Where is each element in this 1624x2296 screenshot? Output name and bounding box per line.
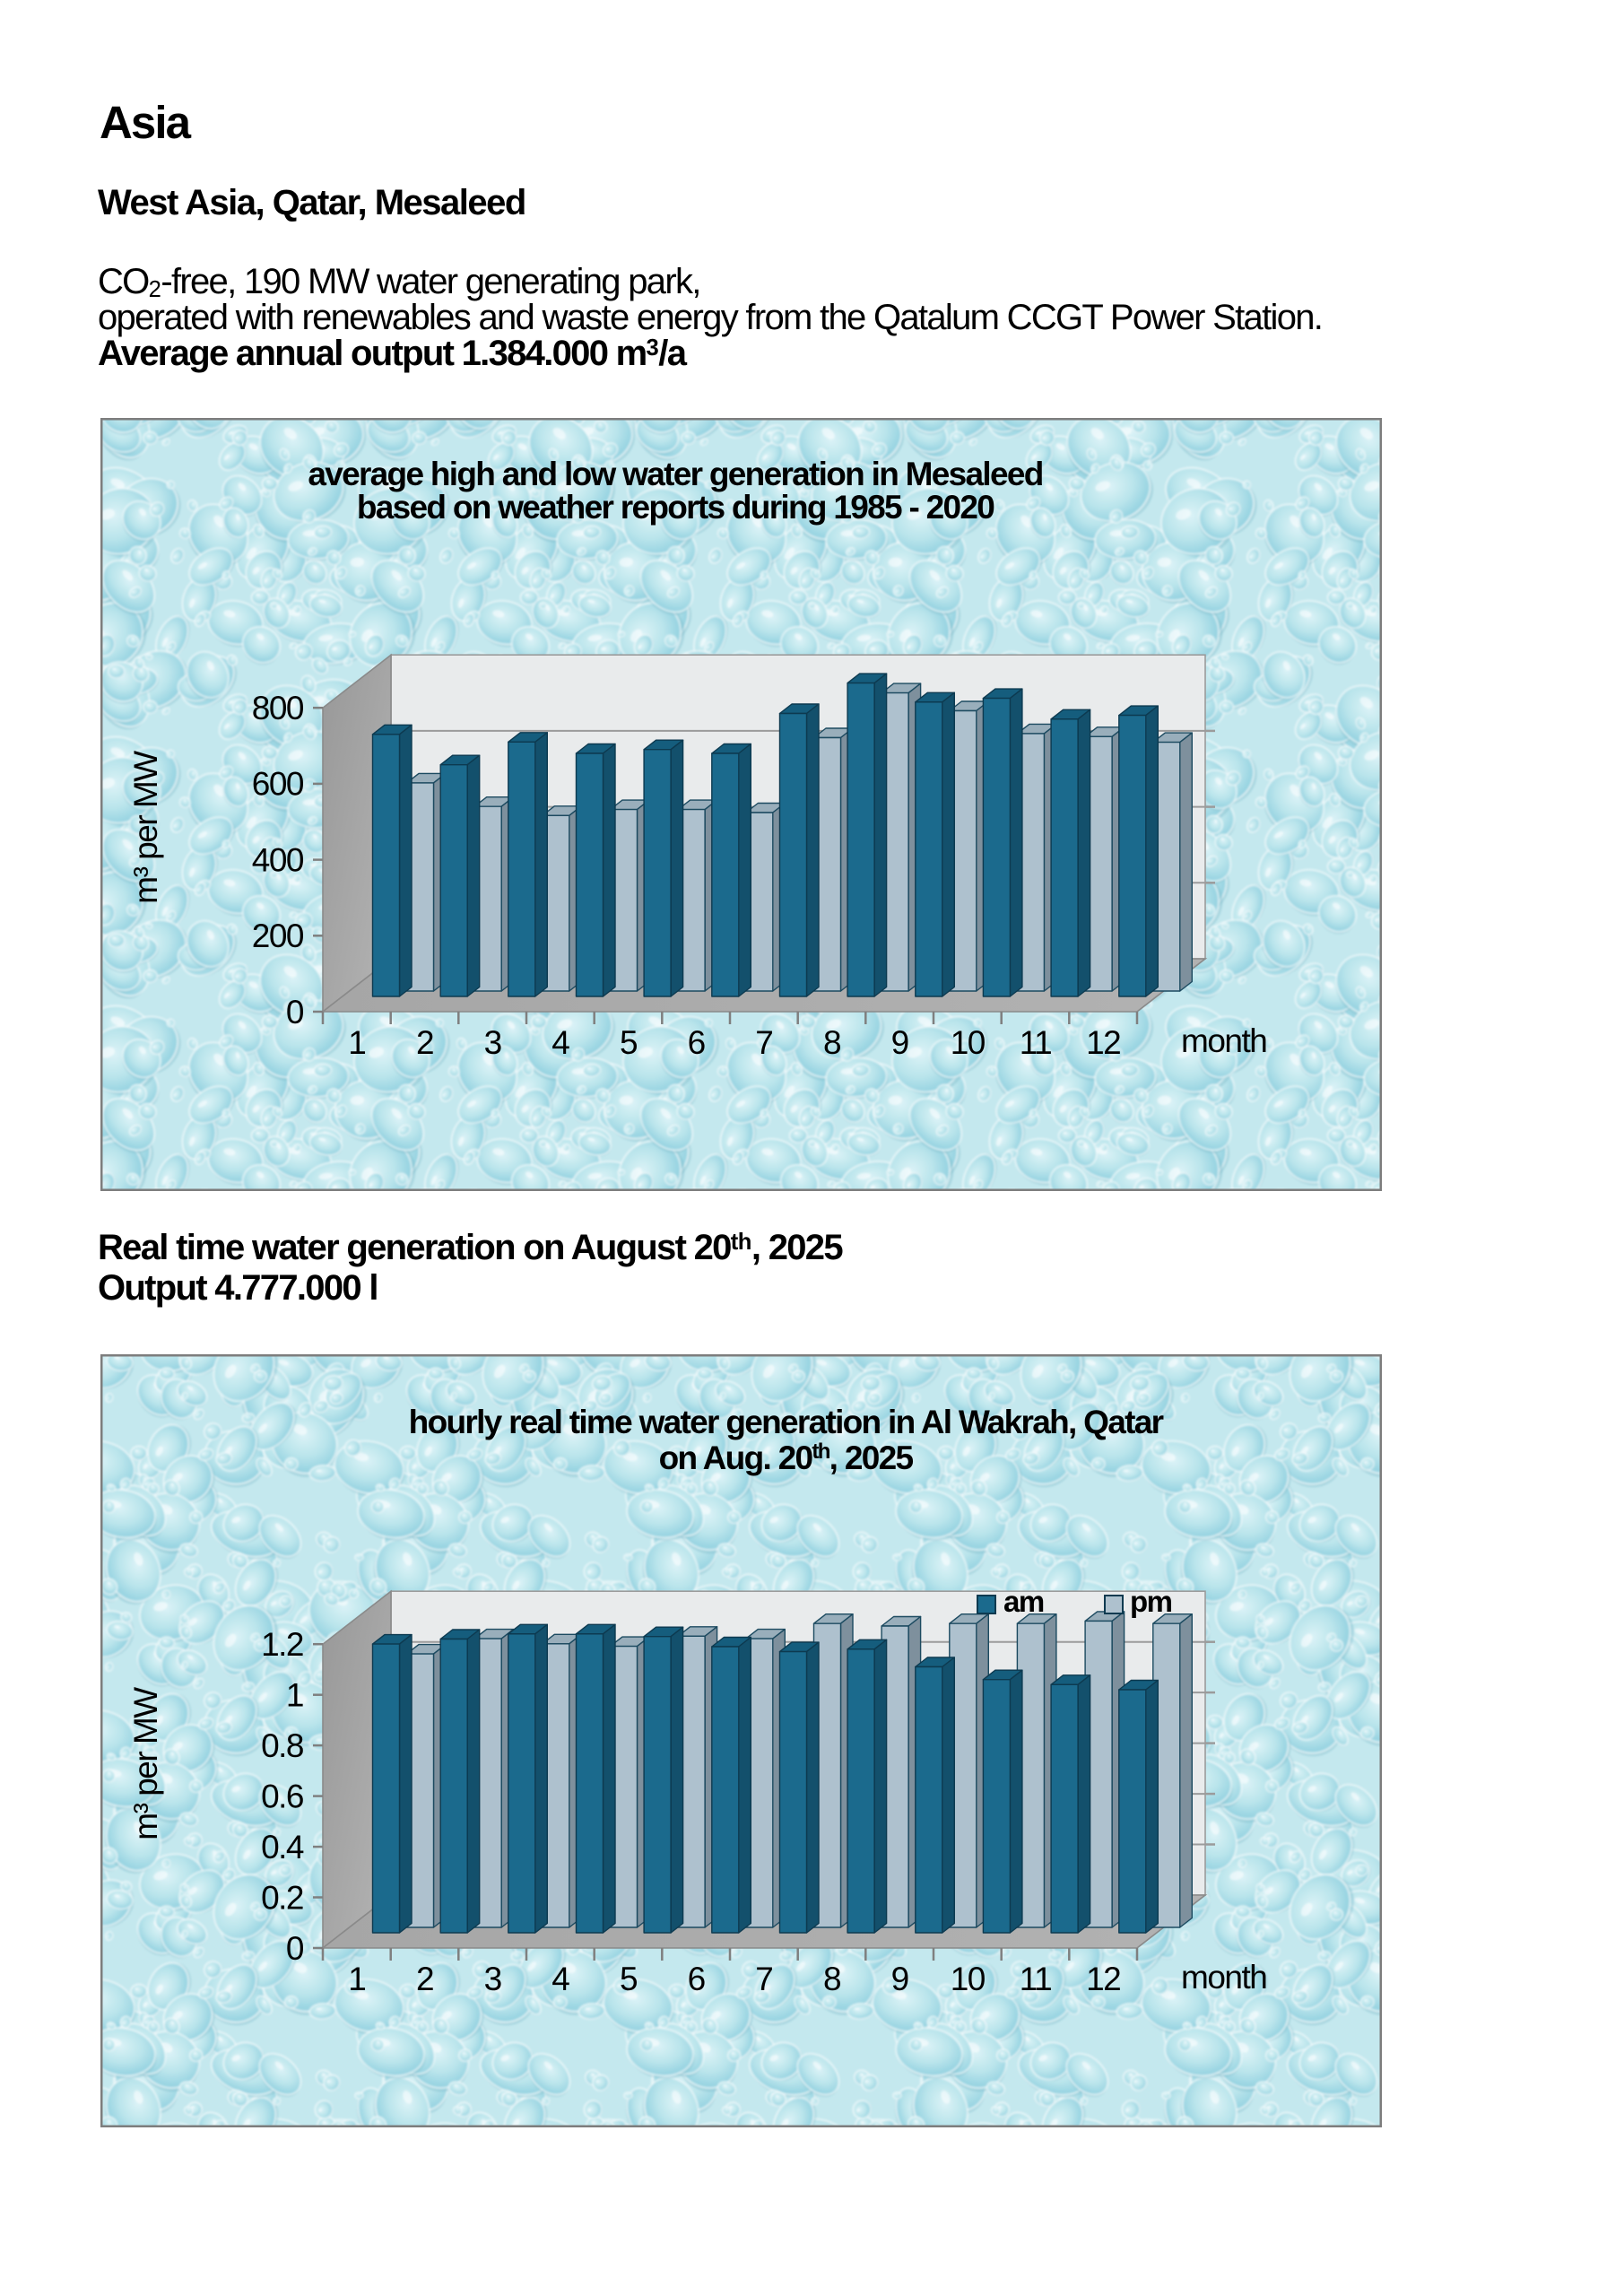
svg-text:7: 7	[755, 1024, 772, 1061]
svg-text:m³ per MW: m³ per MW	[127, 1687, 164, 1840]
svg-text:3: 3	[484, 1024, 501, 1061]
svg-text:8: 8	[823, 1024, 840, 1061]
svg-text:12: 12	[1086, 1961, 1120, 1997]
svg-text:11: 11	[1020, 1961, 1051, 1997]
svg-text:4: 4	[551, 1961, 569, 1997]
svg-text:average high and low water gen: average high and low water generation in…	[308, 456, 1042, 492]
svg-text:2: 2	[416, 1024, 433, 1061]
svg-text:10: 10	[951, 1961, 986, 1997]
svg-text:7: 7	[755, 1961, 772, 1997]
svg-text:4: 4	[551, 1024, 569, 1061]
svg-text:month: month	[1181, 1959, 1266, 1996]
svg-text:6: 6	[688, 1961, 705, 1997]
svg-text:on Aug. 20th, 2025: on Aug. 20th, 2025	[659, 1439, 914, 1476]
svg-text:12: 12	[1086, 1024, 1120, 1061]
svg-text:1.2: 1.2	[261, 1626, 303, 1663]
svg-text:400: 400	[252, 841, 304, 878]
svg-text:1: 1	[348, 1961, 365, 1997]
svg-text:1: 1	[348, 1024, 365, 1061]
svg-text:0.2: 0.2	[261, 1879, 303, 1916]
svg-text:m³ per MW: m³ per MW	[127, 751, 164, 904]
svg-text:9: 9	[891, 1024, 908, 1061]
svg-text:hourly real time water generat: hourly real time water generation in Al …	[409, 1404, 1164, 1440]
svg-text:800: 800	[252, 690, 304, 726]
svg-text:200: 200	[252, 918, 304, 954]
svg-text:600: 600	[252, 766, 304, 803]
svg-text:3: 3	[484, 1961, 501, 1997]
svg-text:0.4: 0.4	[261, 1829, 304, 1866]
svg-text:0: 0	[286, 994, 304, 1031]
svg-text:0.8: 0.8	[261, 1727, 303, 1764]
svg-text:5: 5	[620, 1024, 638, 1061]
svg-text:am: am	[1003, 1585, 1044, 1618]
svg-text:0: 0	[286, 1930, 304, 1967]
svg-text:10: 10	[951, 1024, 986, 1061]
svg-text:1: 1	[286, 1677, 303, 1714]
svg-text:6: 6	[688, 1024, 705, 1061]
svg-text:month: month	[1181, 1022, 1266, 1059]
svg-text:2: 2	[416, 1961, 433, 1997]
svg-text:5: 5	[620, 1961, 638, 1997]
svg-text:based on weather reports durin: based on weather reports during 1985 - 2…	[357, 489, 994, 526]
svg-text:9: 9	[891, 1961, 908, 1997]
svg-text:8: 8	[823, 1961, 840, 1997]
svg-text:11: 11	[1020, 1024, 1051, 1061]
svg-text:0.6: 0.6	[261, 1778, 303, 1814]
svg-text:pm: pm	[1130, 1585, 1172, 1618]
